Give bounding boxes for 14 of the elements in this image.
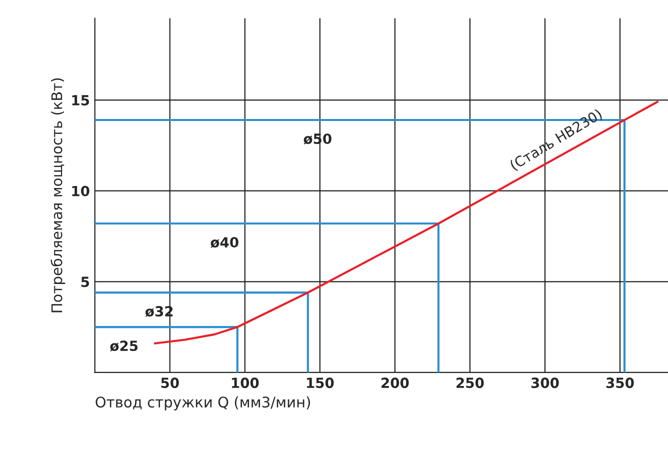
x-tick-label: 300 (531, 378, 559, 388)
x-tick-label: 50 (161, 378, 179, 388)
x-tick-label: 150 (306, 378, 334, 388)
x-tick-label: 100 (232, 378, 259, 388)
y-axis-title: Потребляемая мощность (кВт) (50, 78, 66, 312)
series-label: ø25 (110, 340, 138, 352)
y-tick-label: 15 (72, 95, 90, 106)
series-label: ø40 (210, 237, 238, 248)
y-tick-label: 5 (81, 276, 90, 288)
x-tick-label: 250 (456, 378, 484, 388)
x-axis-title: Отвод стружки Q (мм3/мин) (96, 396, 310, 410)
x-tick-label: 350 (606, 378, 634, 388)
y-tick-label: 10 (72, 186, 90, 196)
x-tick-label: 200 (382, 378, 409, 388)
